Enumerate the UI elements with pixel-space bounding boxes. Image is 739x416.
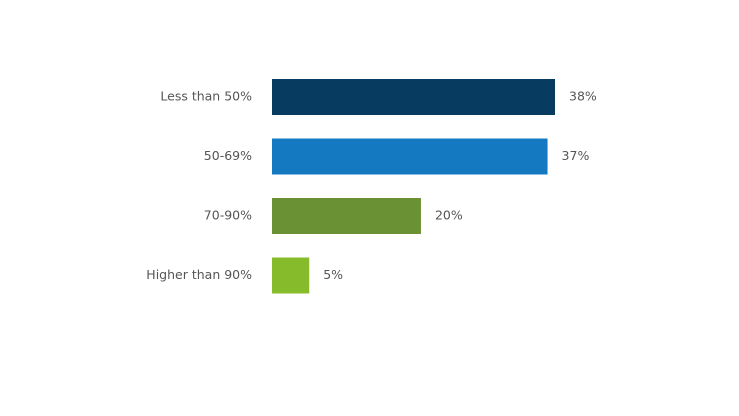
bar — [272, 198, 421, 234]
bar — [272, 138, 548, 175]
category-label: 70-90% — [204, 208, 252, 223]
bar — [272, 257, 310, 294]
bar — [272, 79, 555, 115]
category-label: 50-69% — [204, 148, 252, 163]
value-label: 20% — [435, 208, 463, 223]
value-label: 38% — [569, 89, 597, 104]
category-label: Higher than 90% — [146, 267, 252, 282]
value-label: 37% — [562, 148, 590, 163]
category-label: Less than 50% — [160, 89, 252, 104]
value-label: 5% — [323, 267, 343, 282]
